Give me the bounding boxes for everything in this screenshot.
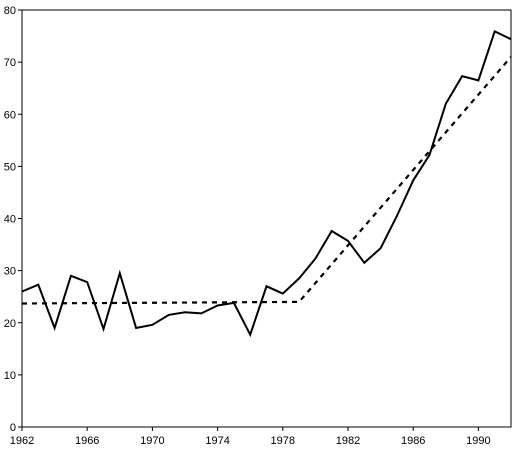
y-tick-label: 10 xyxy=(4,370,16,382)
y-tick-label: 70 xyxy=(4,57,16,69)
y-tick-label: 80 xyxy=(4,5,16,17)
series-layer xyxy=(21,30,512,338)
x-tick-label: 1970 xyxy=(140,435,164,447)
y-axis: 0 10 20 30 40 50 60 70 80 xyxy=(4,5,22,434)
x-tick-label: 1966 xyxy=(75,435,99,447)
x-axis: 1962 1966 1970 1974 1978 1982 1986 1990 xyxy=(10,427,491,447)
plot-area xyxy=(21,9,512,428)
y-tick-label: 20 xyxy=(4,318,16,330)
x-tick-label: 1962 xyxy=(10,435,34,447)
x-tick-label: 1978 xyxy=(271,435,295,447)
x-tick-label: 1986 xyxy=(401,435,425,447)
y-tick-label: 50 xyxy=(4,161,16,173)
trend-line-dashed xyxy=(21,56,512,305)
y-tick-label: 60 xyxy=(4,109,16,121)
x-tick-label: 1990 xyxy=(466,435,490,447)
y-tick-label: 40 xyxy=(4,214,16,226)
y-tick-label: 30 xyxy=(4,266,16,278)
x-tick-label: 1974 xyxy=(205,435,229,447)
x-tick-label: 1982 xyxy=(336,435,360,447)
y-tick-label: 0 xyxy=(10,422,16,434)
series-line-solid xyxy=(21,30,512,338)
